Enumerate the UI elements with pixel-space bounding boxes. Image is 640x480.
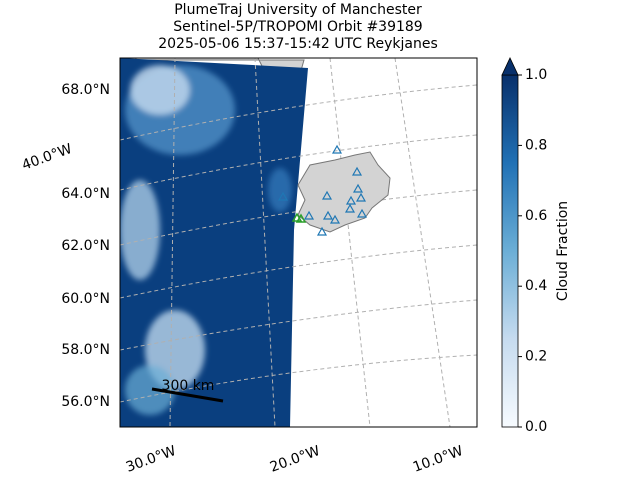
- lat-label: 62.0°N: [61, 238, 110, 254]
- colorbar-tick-label: 0.2: [525, 349, 547, 365]
- scale-bar: [151, 387, 224, 403]
- lon-label: 40.0°W: [20, 141, 74, 174]
- title-line: 2025-05-06 15:37-15:42 UTC Reykjanes: [158, 36, 438, 52]
- lat-label: 56.0°N: [61, 394, 110, 410]
- map-frame: [119, 57, 478, 428]
- colorbar-tick-label: 0.4: [525, 278, 547, 294]
- scale-label: 300 km: [162, 378, 215, 394]
- colorbar-tick-label: 0.0: [525, 419, 547, 435]
- lon-label: 20.0°W: [268, 443, 322, 476]
- cloud-patches: [120, 65, 292, 415]
- volcanoes: [277, 144, 368, 236]
- colorbar-tick-label: 0.8: [525, 137, 547, 153]
- lon-label: 30.0°W: [124, 443, 178, 476]
- lat-label: 68.0°N: [61, 82, 110, 98]
- title-line: Sentinel-5P/TROPOMI Orbit #39189: [173, 19, 422, 35]
- title-line: PlumeTraj University of Manchester: [174, 2, 422, 18]
- map-area: 300 km: [120, 58, 477, 427]
- colorbar-tick-label: 1.0: [525, 67, 547, 83]
- colorbar-body: [501, 74, 519, 428]
- lon-label: 10.0°W: [411, 443, 465, 476]
- target-volcano: [291, 212, 307, 223]
- colorbar-tick-label: 0.6: [525, 208, 547, 224]
- lat-label: 58.0°N: [61, 342, 110, 358]
- colorbar-extend: [501, 57, 519, 76]
- colorbar-label: Cloud Fraction: [555, 201, 571, 301]
- lat-label: 64.0°N: [61, 186, 110, 202]
- colorbar: 0.0 0.2 0.4 0.6 0.8 1.0: [501, 57, 547, 435]
- lat-label: 60.0°N: [61, 291, 110, 307]
